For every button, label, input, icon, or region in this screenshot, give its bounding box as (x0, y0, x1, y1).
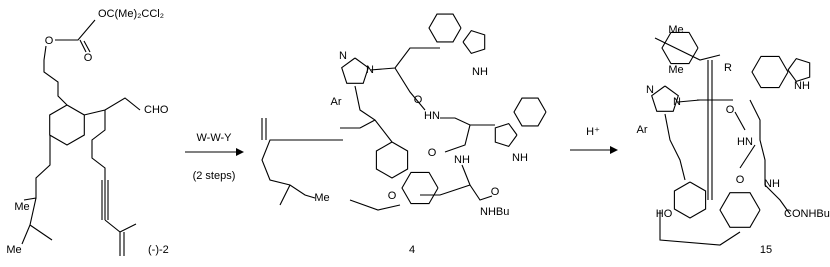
ring (787, 57, 811, 83)
atom-label: Ar (331, 96, 342, 108)
arrow (570, 146, 618, 154)
atom-label: O (428, 147, 437, 159)
atom-label: NH (794, 80, 810, 92)
bond (340, 119, 376, 129)
bond (461, 164, 493, 201)
bond (23, 135, 51, 201)
bond (677, 99, 701, 103)
compound-label: 4 (409, 244, 415, 256)
bond (739, 144, 756, 169)
atom-label: NH (512, 152, 528, 164)
bond (394, 67, 426, 111)
atom-label: NH (454, 154, 470, 166)
atom-label: O (45, 35, 54, 47)
bond (29, 224, 53, 241)
bond (55, 19, 96, 41)
atom-label: HN (424, 110, 440, 122)
atom-label: HO (656, 208, 673, 220)
bond (654, 37, 721, 61)
bond (749, 99, 791, 215)
atom-label: CONHBu (784, 208, 830, 220)
ring (661, 31, 699, 65)
ring (462, 29, 486, 55)
bond (664, 113, 686, 181)
bond (79, 39, 87, 53)
atom-label: CHO (144, 104, 169, 116)
ring (719, 192, 761, 228)
atom-label: R (724, 62, 732, 74)
ring (651, 85, 679, 112)
ring (375, 141, 409, 179)
atom-label: Me (668, 24, 683, 36)
bond (420, 184, 471, 196)
reagent: H⁺ (586, 126, 600, 138)
ring (49, 104, 85, 146)
ring (751, 55, 789, 89)
atom-label: Ar (637, 124, 648, 136)
arrow (185, 148, 244, 156)
bond (279, 184, 291, 206)
atom-label: Me (668, 64, 683, 76)
arrow-head (236, 148, 244, 156)
ring (673, 181, 707, 219)
bond (349, 199, 401, 211)
bond (734, 111, 746, 131)
atom-label: O (388, 190, 397, 202)
ring (401, 171, 439, 205)
bond (261, 139, 316, 199)
bond (369, 47, 440, 71)
bond (83, 97, 141, 116)
bond (444, 124, 471, 153)
bond (104, 219, 137, 233)
reagent: (2 steps) (193, 170, 236, 182)
bond (440, 117, 495, 126)
compound-label: 15 (760, 244, 772, 256)
arrow-head (610, 146, 618, 154)
atom-label: NH (472, 66, 488, 78)
atom-label: OC(Me)₂CCl₂ (98, 8, 164, 20)
atom-label: O (414, 94, 423, 106)
bond (354, 85, 393, 143)
ring (341, 57, 369, 84)
atom-label: N (646, 84, 654, 96)
atom-label: Me (14, 201, 29, 213)
ring (513, 97, 547, 127)
atom-label: O (84, 52, 93, 64)
reagent: W-W-Y (196, 132, 232, 144)
compound-label: (-)-2 (148, 244, 169, 256)
bond (659, 210, 741, 246)
ring (494, 122, 518, 148)
atom-label: NH (764, 178, 780, 190)
bond (91, 110, 106, 180)
atom-label: NHBu (480, 206, 509, 218)
atom-label: N (366, 64, 374, 76)
bond (83, 40, 91, 53)
ring (428, 13, 462, 43)
atom-label: N (673, 96, 681, 108)
atom-label: O (726, 104, 735, 116)
bonds (21, 13, 811, 256)
atom-label: HN (737, 136, 753, 148)
atom-label: Me (6, 244, 21, 256)
atom-label: Me (314, 192, 329, 204)
bond (43, 45, 68, 106)
atom-label: N (339, 50, 347, 62)
labels: W-W-Y (2 steps) H⁺ OC(Me)₂CCl₂ O O CHO M… (6, 8, 829, 256)
atom-label: O (491, 186, 500, 198)
atom-label: O (736, 174, 745, 186)
